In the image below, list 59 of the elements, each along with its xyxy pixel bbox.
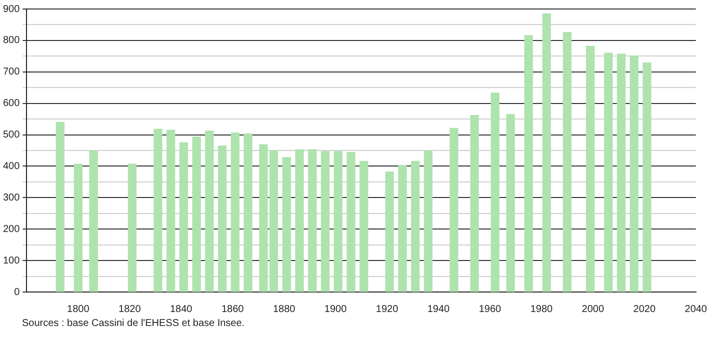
x-tick-label: 1940 — [427, 304, 450, 315]
bar — [586, 46, 595, 292]
bar — [74, 164, 82, 292]
x-tick-label: 2020 — [633, 304, 656, 315]
x-tick-label: 1900 — [324, 304, 348, 315]
bar — [490, 92, 500, 292]
bar — [192, 136, 201, 292]
bar — [604, 52, 613, 292]
bar — [56, 122, 64, 292]
bar — [346, 152, 356, 292]
bar — [562, 32, 572, 292]
bar — [398, 164, 407, 292]
x-tick-label: 1920 — [376, 304, 399, 315]
bar — [616, 54, 626, 292]
bar — [506, 114, 515, 292]
x-tick-label: 2040 — [684, 304, 708, 315]
bar — [218, 145, 227, 292]
y-tick-label: 500 — [2, 130, 20, 141]
bar — [166, 130, 176, 292]
bar — [642, 62, 652, 292]
bar — [128, 164, 137, 292]
bar — [244, 134, 252, 292]
y-tick-label: 400 — [2, 160, 20, 172]
bar — [360, 160, 368, 292]
y-tick-label: 300 — [2, 192, 20, 204]
x-tick-label: 1840 — [170, 304, 193, 315]
y-tick-label: 0 — [14, 286, 20, 298]
bar — [630, 56, 638, 292]
x-tick-label: 1980 — [530, 304, 554, 315]
bar — [89, 150, 98, 292]
y-tick-label: 100 — [2, 255, 20, 266]
y-tick-label: 600 — [2, 98, 20, 110]
y-tick-label: 200 — [2, 224, 20, 235]
bar — [295, 149, 304, 292]
source-note: Sources : base Cassini de l'EHESS et base Insee. — [22, 318, 246, 329]
bar — [542, 13, 551, 292]
x-tick-label: 1960 — [478, 304, 502, 315]
bar — [205, 130, 214, 292]
bar — [385, 172, 394, 292]
bar — [320, 151, 330, 292]
y-tick-label: 800 — [2, 35, 20, 46]
bar — [424, 150, 433, 292]
bar — [524, 35, 533, 292]
bar — [470, 114, 479, 292]
bar — [282, 157, 291, 292]
bar — [308, 149, 317, 292]
x-tick-label: 1880 — [272, 304, 296, 315]
bar — [154, 128, 162, 292]
y-tick-label: 700 — [2, 66, 20, 78]
x-tick-label: 1860 — [221, 304, 244, 315]
bar — [179, 142, 188, 292]
bar — [334, 151, 342, 292]
y-tick-label: 900 — [2, 4, 20, 15]
bar — [230, 132, 240, 292]
bar — [411, 160, 420, 292]
bar — [450, 128, 458, 292]
x-tick-label: 1820 — [118, 304, 142, 315]
x-tick-label: 2000 — [582, 304, 604, 315]
x-tick-label: 1800 — [67, 304, 90, 315]
